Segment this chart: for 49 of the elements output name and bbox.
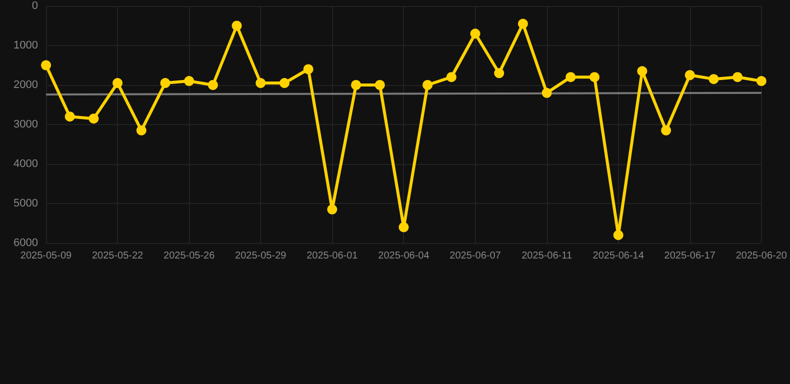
point [494,68,504,78]
point [542,88,552,98]
point [88,114,99,124]
x-tick-label: 2025-06-04 [378,250,430,262]
point [303,64,314,74]
x-tick-label: 2025-05-26 [164,250,216,262]
point [256,78,266,88]
point [684,70,695,80]
point [637,66,648,76]
point [470,28,480,39]
point [64,112,75,122]
point [41,60,51,70]
x-tick-label: 2025-06-01 [306,250,358,262]
x-tick-label: 2025-05-29 [235,250,287,262]
point [613,230,624,240]
point [160,78,170,88]
point [327,204,338,214]
x-tick-label: 2025-06-07 [450,250,502,262]
y-tick-label: 3000 [14,118,38,130]
y-tick-label: 1000 [14,40,38,52]
x-tick-label: 2025-05-22 [92,250,144,262]
point [590,72,600,82]
point [398,222,409,232]
point [279,78,290,88]
point [374,80,385,90]
point [518,18,528,29]
x-tick-label: 2025-05-09 [20,250,72,262]
point [732,72,743,82]
point [232,20,242,31]
point [112,78,123,88]
point [208,80,218,90]
x-tick-label: 2025-06-11 [522,250,572,262]
point [566,72,576,82]
x-tick-label: 2025-06-17 [664,250,716,262]
point [756,76,766,86]
y-tick-label: 2000 [14,79,38,91]
y-tick-label: 4000 [14,158,38,170]
point [708,74,719,84]
point [446,72,456,82]
point [184,76,194,86]
y-tick-label: 0 [32,0,38,12]
y-tick-label: 6000 [14,237,38,249]
point [661,125,672,136]
y-tick-label: 5000 [14,198,38,210]
x-tick-label: 2025-06-14 [592,250,644,262]
point [136,125,146,136]
point [422,80,433,90]
point [351,80,362,90]
x-tick-label: 2025-06-20 [736,250,788,262]
